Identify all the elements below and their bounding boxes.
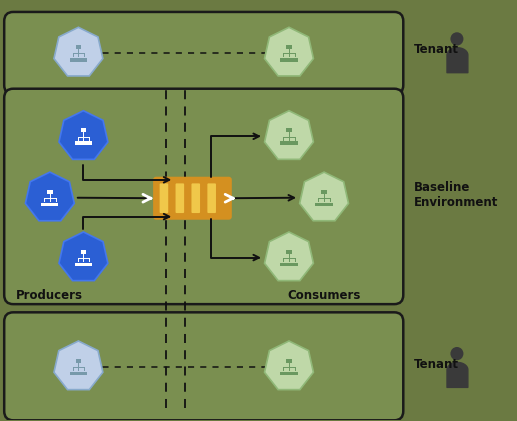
FancyBboxPatch shape [4,89,403,304]
FancyBboxPatch shape [207,184,216,213]
Text: Tenant: Tenant [414,43,459,56]
FancyBboxPatch shape [53,203,58,206]
FancyBboxPatch shape [280,58,286,61]
FancyBboxPatch shape [47,190,53,194]
FancyBboxPatch shape [286,58,292,61]
Polygon shape [54,341,103,389]
FancyBboxPatch shape [70,58,75,61]
FancyBboxPatch shape [81,141,86,145]
FancyBboxPatch shape [176,184,184,213]
FancyBboxPatch shape [41,203,47,206]
FancyBboxPatch shape [75,263,81,266]
FancyBboxPatch shape [4,312,403,420]
FancyBboxPatch shape [75,141,81,145]
FancyBboxPatch shape [160,184,168,213]
FancyBboxPatch shape [280,141,286,145]
Text: Baseline
Environment: Baseline Environment [414,181,499,209]
FancyBboxPatch shape [321,190,327,194]
Polygon shape [265,111,313,160]
FancyBboxPatch shape [286,263,292,266]
Polygon shape [265,27,313,76]
FancyBboxPatch shape [75,359,81,363]
FancyBboxPatch shape [191,184,200,213]
FancyBboxPatch shape [286,372,292,376]
FancyBboxPatch shape [321,203,327,206]
FancyBboxPatch shape [280,263,286,266]
FancyBboxPatch shape [47,203,53,206]
Polygon shape [25,172,74,221]
FancyBboxPatch shape [327,203,332,206]
FancyBboxPatch shape [286,45,292,49]
Polygon shape [265,341,313,389]
FancyBboxPatch shape [86,263,92,266]
FancyBboxPatch shape [286,250,292,254]
FancyBboxPatch shape [75,372,81,376]
FancyBboxPatch shape [75,45,81,49]
Polygon shape [300,172,348,221]
Polygon shape [265,232,313,281]
Text: Consumers: Consumers [287,289,361,302]
FancyBboxPatch shape [292,263,298,266]
FancyBboxPatch shape [4,12,403,94]
Circle shape [450,347,463,360]
Text: Producers: Producers [17,289,83,302]
FancyBboxPatch shape [292,372,298,376]
FancyBboxPatch shape [70,372,75,376]
FancyBboxPatch shape [286,359,292,363]
FancyBboxPatch shape [81,58,87,61]
FancyBboxPatch shape [292,141,298,145]
Polygon shape [54,27,103,76]
FancyBboxPatch shape [75,58,81,61]
Text: Tenant: Tenant [414,357,459,370]
Circle shape [450,32,463,45]
FancyBboxPatch shape [81,250,86,254]
FancyBboxPatch shape [153,177,232,220]
FancyBboxPatch shape [81,372,87,376]
FancyBboxPatch shape [81,263,86,266]
Polygon shape [59,232,108,281]
FancyBboxPatch shape [81,128,86,133]
FancyBboxPatch shape [280,372,286,376]
FancyBboxPatch shape [286,141,292,145]
FancyBboxPatch shape [292,58,298,61]
FancyBboxPatch shape [86,141,92,145]
FancyBboxPatch shape [286,128,292,133]
FancyBboxPatch shape [315,203,321,206]
Polygon shape [59,111,108,160]
